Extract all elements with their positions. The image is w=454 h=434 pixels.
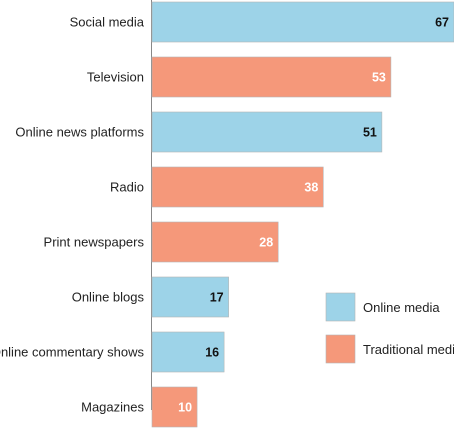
value-label: 28 — [259, 236, 273, 250]
category-label: Print newspapers — [44, 235, 145, 250]
legend-swatch — [325, 292, 356, 322]
bar — [151, 56, 392, 98]
bar — [151, 276, 229, 318]
category-label: Radio — [110, 180, 144, 195]
value-label: 67 — [435, 16, 449, 30]
category-label: Online commentary shows — [0, 345, 144, 360]
category-label: Online blogs — [72, 290, 145, 305]
bar — [151, 111, 383, 153]
category-label: Television — [87, 70, 144, 85]
value-label: 10 — [178, 401, 192, 415]
legend-swatch — [325, 334, 356, 364]
bar — [151, 221, 279, 263]
bar — [151, 1, 454, 43]
category-label: Online news platforms — [15, 125, 144, 140]
bar — [151, 386, 198, 428]
category-label: Magazines — [81, 400, 144, 415]
value-label: 17 — [210, 291, 224, 305]
legend: Online media Traditional media — [325, 292, 454, 364]
value-label: 53 — [372, 71, 386, 85]
bar — [151, 166, 324, 208]
legend-label: Online media — [363, 300, 440, 315]
value-label: 38 — [304, 181, 318, 195]
category-label: Social media — [70, 15, 145, 30]
value-label: 16 — [205, 346, 219, 360]
value-label: 51 — [363, 126, 377, 140]
legend-label: Traditional media — [363, 342, 454, 357]
bar — [151, 331, 225, 373]
